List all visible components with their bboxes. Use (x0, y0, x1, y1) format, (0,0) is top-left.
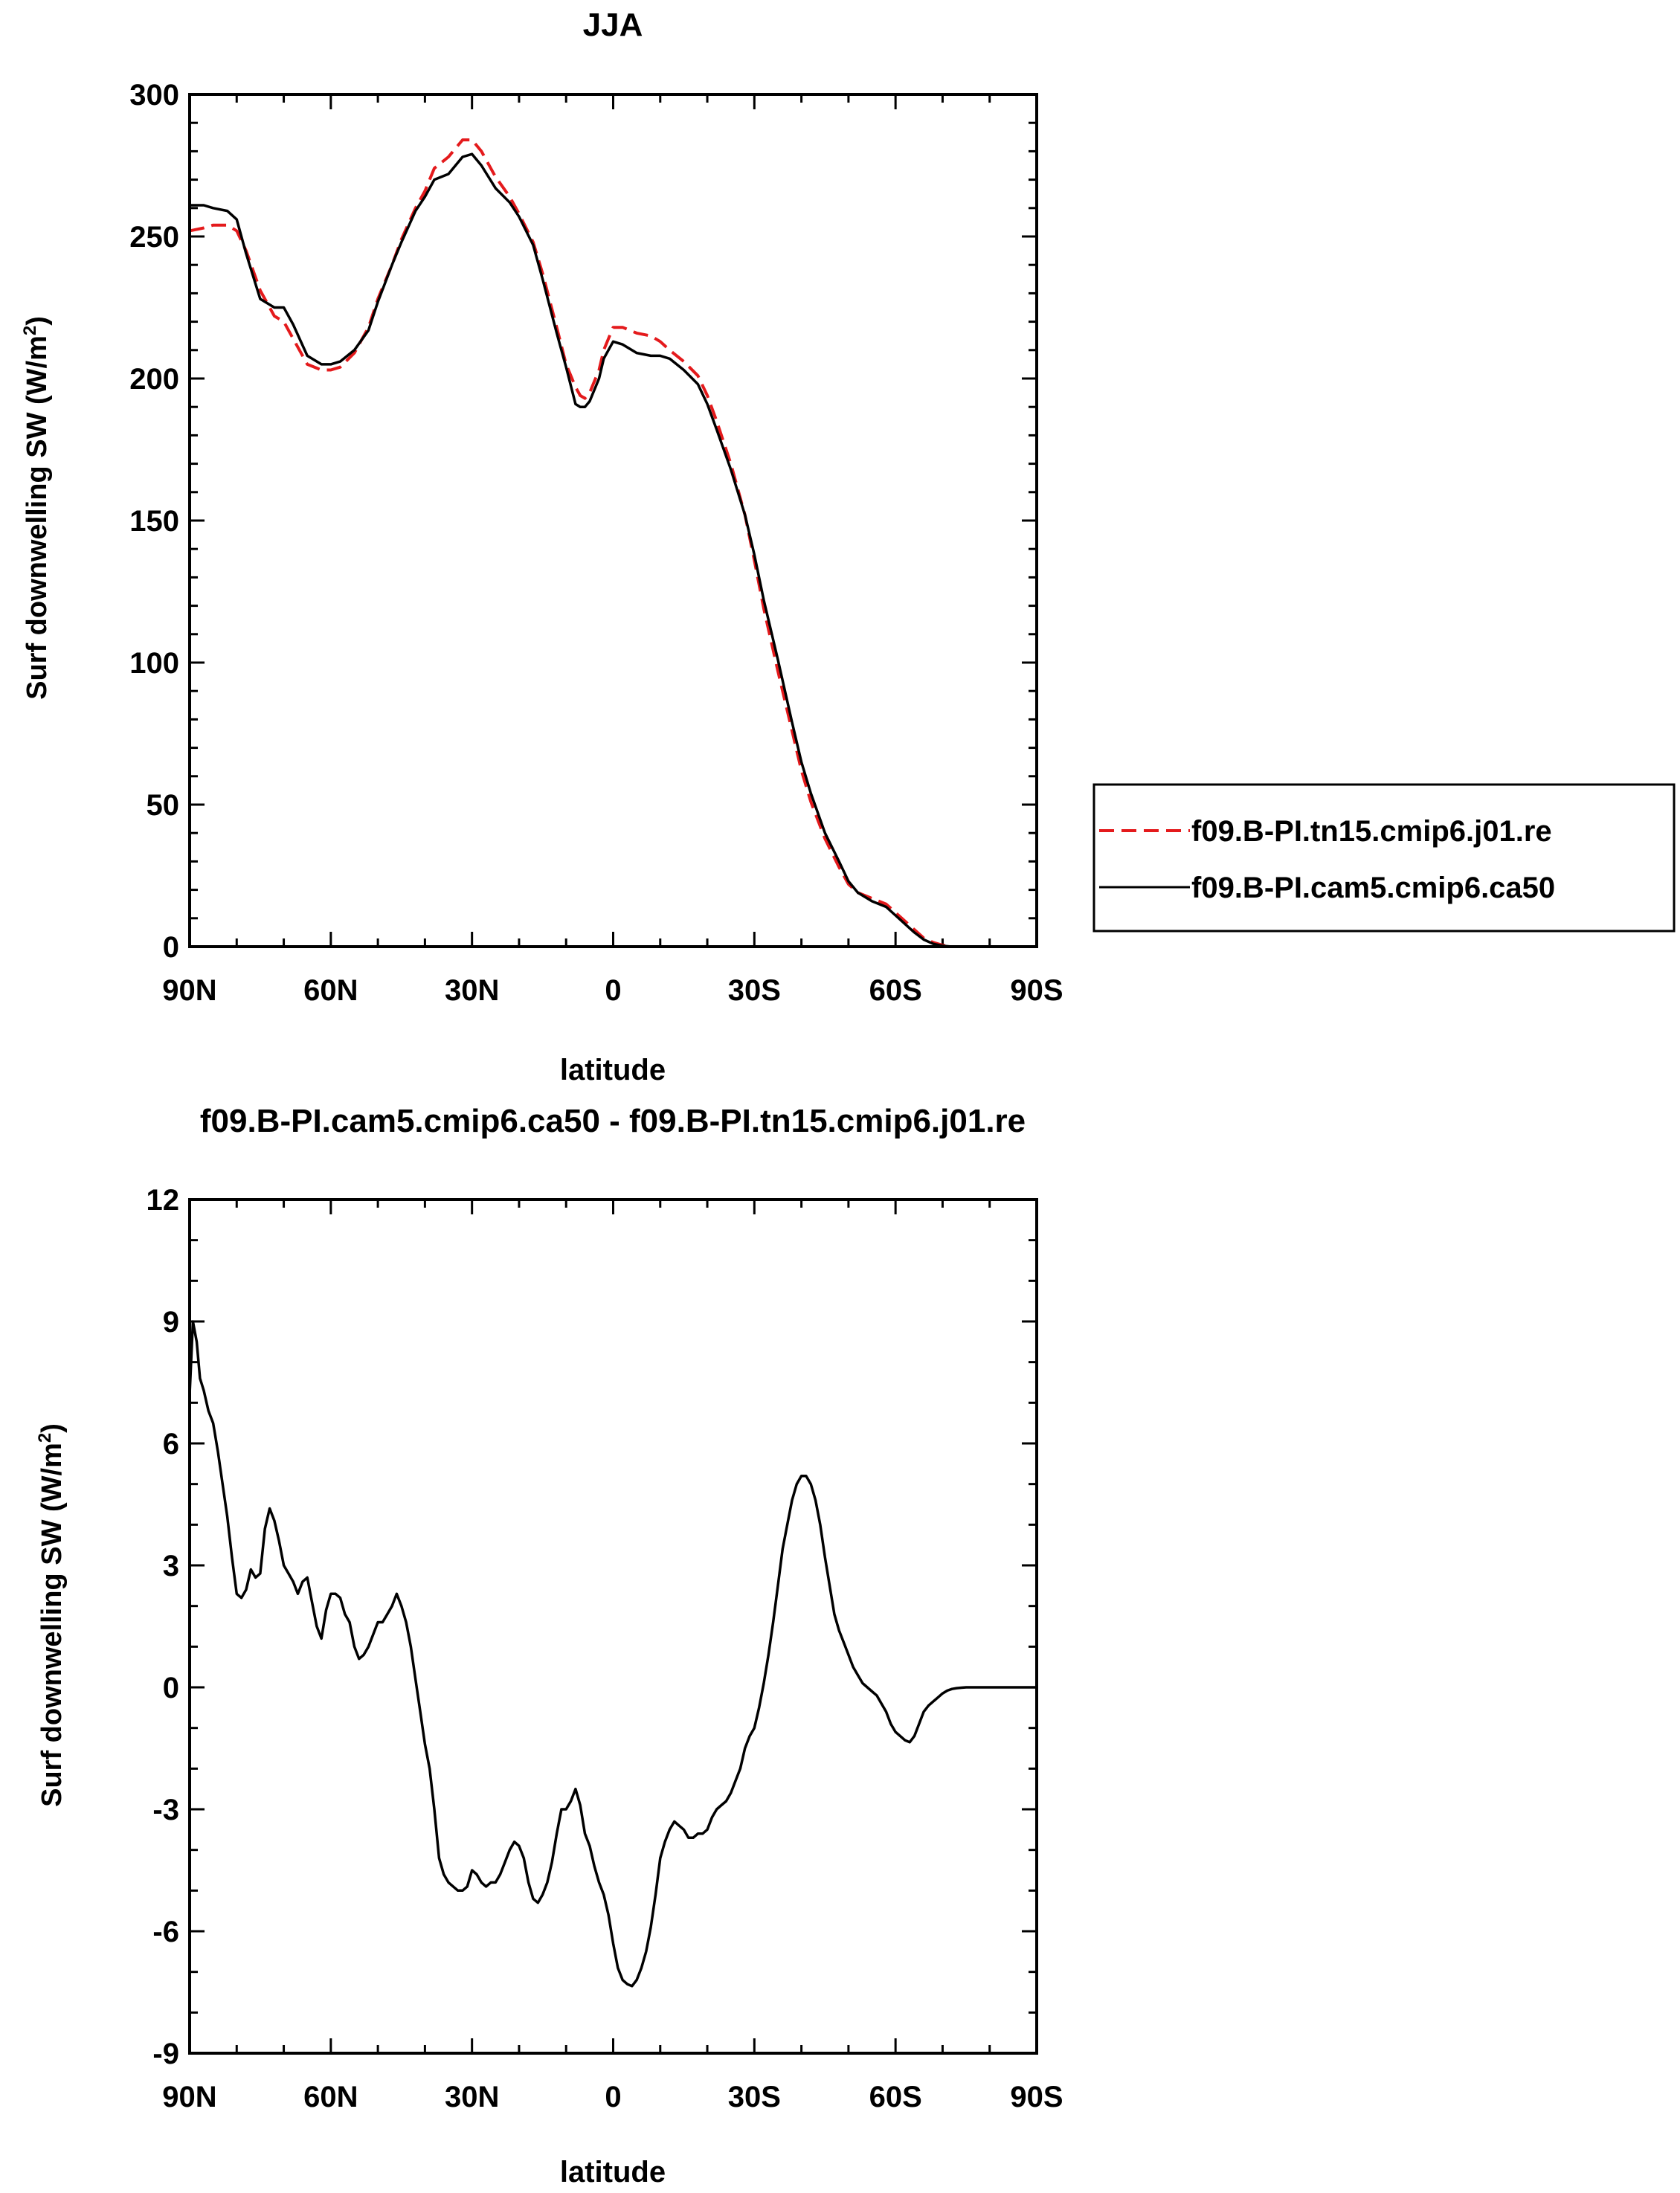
panel1-ylabel-main: Surf downwelling SW (W/m (22, 335, 53, 700)
panel1-ytick-label: 250 (129, 221, 179, 254)
legend: f09.B-PI.tn15.cmip6.j01.re f09.B-PI.cam5… (1092, 783, 1676, 933)
legend-box (1092, 783, 1676, 933)
legend-label-tn15: f09.B-PI.tn15.cmip6.j01.re (1191, 815, 1552, 848)
panel2-xtick-label: 60S (869, 2081, 922, 2113)
panel1-series-line-0 (189, 138, 1037, 948)
panel2-ylabel: Surf downwelling SW (W/m2) (35, 1423, 68, 1807)
panel2-ylabel-end: ) (36, 1423, 68, 1433)
panel2-tick-labels: 90N 60N 30N 0 30S 60S 90S -9 -6 -3 0 3 6 9 12 (147, 1184, 1063, 2113)
panel1-ytick-label: 200 (129, 363, 179, 396)
panel1-series (189, 138, 1037, 948)
panel2-xtick-label: 90S (1010, 2081, 1063, 2113)
panel1-ylabel-end: ) (22, 316, 53, 326)
panel1-ytick-label: 0 (163, 931, 179, 964)
panel1-xlabel: latitude (560, 1054, 666, 1086)
panel2-ytick-label: 9 (163, 1306, 179, 1339)
panel1-xtick-label: 60S (869, 974, 922, 1007)
panel1-ytick-label: 300 (129, 79, 179, 112)
panel2-ytick-label: 6 (163, 1428, 179, 1461)
panel2-xtick-label: 30S (728, 2081, 781, 2113)
panel1-ylabel: Surf downwelling SW (W/m2) (20, 316, 53, 700)
panel2-series-line-0 (188, 1320, 1037, 1988)
panel1-xtick-label: 90N (162, 974, 216, 1007)
panel2-ytick-label: -6 (152, 1916, 179, 1948)
panel2-ytick-label: 0 (163, 1672, 179, 1704)
panel2-ylabel-sup: 2 (35, 1433, 55, 1443)
panel2-xtick-label: 90N (162, 2081, 216, 2113)
panel2-xtick-label: 30N (445, 2081, 499, 2113)
panel1-series-line-1 (190, 152, 1037, 948)
panel1-xtick-label: 60N (303, 974, 358, 1007)
panel2-title: f09.B-PI.cam5.cmip6.ca50 - f09.B-PI.tn15… (200, 1103, 1026, 1139)
panel2-ytick-label: 3 (163, 1550, 179, 1582)
panel2-xtick-label: 0 (605, 2081, 621, 2113)
panel2-xtick-label: 60N (303, 2081, 358, 2113)
panel1-xtick-label: 90S (1010, 974, 1063, 1007)
legend-label-cam5: f09.B-PI.cam5.cmip6.ca50 (1191, 872, 1555, 904)
panel2-frame (188, 1198, 1038, 2055)
panel2-ytick-label: -9 (152, 2038, 179, 2070)
panel1-ytick-label: 50 (147, 789, 180, 822)
panel2-ylabel-main: Surf downwelling SW (W/m (36, 1443, 68, 1807)
panel1-tick-labels: 90N 60N 30N 0 30S 60S 90S 0 50 100 150 200 250 300 (129, 79, 1063, 1007)
panel1-ytick-label: 150 (129, 505, 179, 538)
panel1-frame (188, 93, 1038, 948)
panel2-ytick-label: -3 (152, 1794, 179, 1826)
panel1-title: JJA (583, 7, 643, 43)
panel1-ticks (188, 93, 1038, 948)
panel1-ytick-label: 100 (129, 647, 179, 680)
panel1-ylabel-sup: 2 (20, 326, 40, 335)
panel1-xtick-label: 30N (445, 974, 499, 1007)
panel1-xtick-label: 30S (728, 974, 781, 1007)
panel2-ytick-label: 12 (147, 1184, 180, 1217)
panel2-series (188, 1320, 1037, 1988)
panel2-xlabel: latitude (560, 2156, 666, 2189)
panel1-xtick-label: 0 (605, 974, 621, 1007)
